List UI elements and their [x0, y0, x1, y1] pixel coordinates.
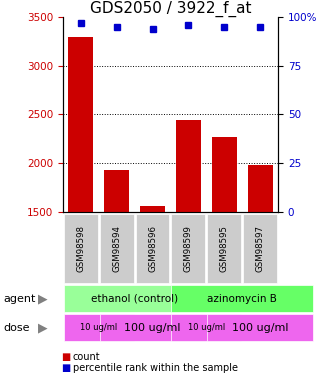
Bar	[140, 206, 165, 212]
Text: azinomycin B: azinomycin B	[207, 294, 277, 303]
Text: count: count	[73, 352, 100, 362]
Text: ▶: ▶	[38, 292, 48, 305]
Text: ■: ■	[61, 352, 71, 362]
Bar	[248, 165, 273, 212]
Text: ▶: ▶	[38, 321, 48, 334]
Text: 10 ug/ml: 10 ug/ml	[80, 323, 118, 332]
Text: GSM98594: GSM98594	[112, 225, 121, 272]
Text: GSM98596: GSM98596	[148, 225, 157, 272]
Text: GSM98599: GSM98599	[184, 225, 193, 272]
Text: agent: agent	[3, 294, 36, 303]
Text: 10 ug/ml: 10 ug/ml	[188, 323, 225, 332]
Text: GSM98595: GSM98595	[220, 225, 229, 272]
Bar	[176, 120, 201, 212]
Bar	[104, 170, 129, 212]
Text: ethanol (control): ethanol (control)	[91, 294, 178, 303]
Text: 100 ug/ml: 100 ug/ml	[124, 323, 181, 333]
Title: GDS2050 / 3922_f_at: GDS2050 / 3922_f_at	[90, 1, 251, 17]
Text: 100 ug/ml: 100 ug/ml	[232, 323, 288, 333]
Bar	[212, 137, 237, 212]
Text: ■: ■	[61, 363, 71, 373]
Text: dose: dose	[3, 323, 30, 333]
Bar	[68, 38, 93, 212]
Text: GSM98597: GSM98597	[256, 225, 264, 272]
Text: percentile rank within the sample: percentile rank within the sample	[73, 363, 238, 373]
Text: GSM98598: GSM98598	[76, 225, 85, 272]
